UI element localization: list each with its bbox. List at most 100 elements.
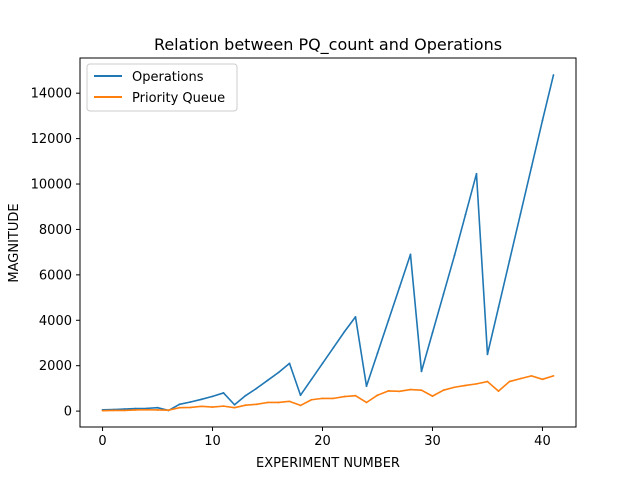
data-point-priority-queue: [541, 378, 544, 381]
data-point-operations: [277, 371, 280, 374]
data-point-operations: [156, 406, 159, 409]
plot-frame: [79, 57, 577, 428]
data-point-operations: [266, 379, 269, 382]
x-tick-label: 40: [534, 434, 551, 449]
data-point-priority-queue: [365, 401, 368, 404]
data-point-operations: [321, 362, 324, 365]
chart-title: Relation between PQ_count and Operations: [154, 35, 502, 55]
legend-label-priority-queue: Priority Queue: [132, 91, 225, 106]
data-point-operations: [442, 293, 445, 296]
data-point-operations: [123, 408, 126, 410]
data-point-priority-queue: [376, 394, 379, 397]
y-tick-label: 14000: [31, 87, 72, 102]
y-tick-label: 10000: [31, 178, 72, 193]
data-point-operations: [464, 213, 467, 216]
data-point-priority-queue: [266, 401, 269, 404]
data-point-operations: [508, 259, 511, 262]
data-point-operations: [200, 398, 203, 401]
data-point-operations: [409, 253, 412, 256]
data-point-priority-queue: [277, 401, 280, 404]
data-point-operations: [387, 319, 390, 322]
data-point-priority-queue: [519, 377, 522, 380]
data-point-operations: [519, 213, 522, 215]
data-point-priority-queue: [244, 404, 247, 407]
data-point-priority-queue: [398, 390, 401, 393]
data-point-operations: [233, 403, 236, 406]
data-point-priority-queue: [420, 389, 423, 392]
data-point-operations: [497, 306, 500, 309]
data-point-priority-queue: [453, 386, 456, 389]
data-point-operations: [310, 378, 313, 381]
data-point-priority-queue: [442, 389, 445, 392]
data-point-priority-queue: [310, 398, 313, 401]
data-point-priority-queue: [508, 380, 511, 383]
data-point-priority-queue: [486, 380, 489, 383]
data-point-operations: [288, 362, 291, 365]
data-point-operations: [255, 387, 258, 390]
y-tick-label: 4000: [39, 314, 72, 329]
data-point-priority-queue: [134, 409, 137, 411]
data-point-priority-queue: [288, 400, 291, 403]
data-point-priority-queue: [497, 390, 500, 393]
data-point-priority-queue: [431, 395, 434, 398]
data-point-priority-queue: [387, 389, 390, 392]
data-point-priority-queue: [255, 403, 258, 406]
data-point-priority-queue: [409, 388, 412, 391]
data-point-operations: [134, 407, 137, 410]
x-tick-label: 30: [424, 434, 441, 449]
data-point-priority-queue: [222, 405, 225, 408]
data-point-operations: [354, 315, 357, 318]
data-point-operations: [211, 395, 214, 398]
data-point-operations: [299, 394, 302, 397]
data-point-operations: [145, 407, 148, 410]
y-tick-label: 2000: [39, 359, 72, 374]
data-point-priority-queue: [343, 395, 346, 398]
data-point-priority-queue: [354, 394, 357, 397]
series-line-priority-queue: [102, 375, 554, 412]
data-point-operations: [486, 353, 489, 356]
data-point-priority-queue: [464, 384, 467, 387]
x-tick-label: 0: [98, 434, 106, 449]
data-point-operations: [178, 403, 181, 406]
data-point-operations: [541, 119, 544, 122]
data-point-operations: [475, 172, 478, 175]
data-point-operations: [222, 392, 225, 394]
data-point-operations: [420, 370, 423, 373]
data-point-priority-queue: [332, 397, 335, 400]
data-point-priority-queue: [167, 409, 170, 412]
data-point-priority-queue: [200, 405, 203, 408]
x-axis: 0 10 20 30 40: [98, 427, 551, 449]
data-point-operations: [332, 346, 335, 349]
data-point-operations: [365, 385, 368, 388]
data-point-operations: [453, 254, 456, 257]
data-point-operations: [189, 401, 192, 403]
legend: Operations Priority Queue: [86, 63, 238, 112]
x-tick-label: 20: [314, 434, 331, 449]
legend-label-operations: Operations: [132, 70, 204, 85]
data-point-operations: [552, 74, 555, 76]
data-point-priority-queue: [211, 406, 214, 408]
data-point-priority-queue: [101, 409, 104, 412]
series-line-operations: [102, 74, 555, 412]
data-point-operations: [244, 394, 247, 397]
data-point-priority-queue: [123, 409, 126, 412]
data-point-priority-queue: [321, 397, 324, 400]
data-point-operations: [376, 352, 379, 355]
x-axis-title: EXPERIMENT NUMBER: [256, 456, 400, 471]
data-point-priority-queue: [233, 406, 236, 409]
legend-box: [86, 63, 238, 112]
data-point-operations: [398, 286, 401, 289]
data-point-priority-queue: [552, 375, 555, 377]
y-tick-label: 6000: [39, 268, 72, 283]
data-point-priority-queue: [156, 409, 159, 411]
data-point-operations: [343, 330, 346, 333]
data-point-priority-queue: [189, 406, 192, 409]
y-tick-label: 12000: [31, 132, 72, 147]
data-point-operations: [530, 166, 533, 169]
y-tick-label: 0: [64, 405, 72, 420]
y-axis-title: MAGNITUDE: [7, 203, 22, 282]
plot-area: [101, 74, 555, 412]
data-point-priority-queue: [475, 382, 478, 385]
